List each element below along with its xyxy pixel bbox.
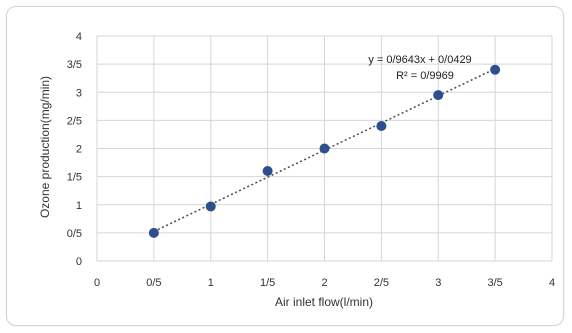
x-tick-label: 3/5 — [487, 277, 502, 289]
y-tick-label: 3/5 — [67, 59, 82, 71]
data-point — [205, 201, 216, 212]
x-axis-title: Air inlet flow(l/min) — [275, 295, 373, 309]
x-tick-label: 2/5 — [374, 277, 389, 289]
y-tick-label: 2 — [76, 144, 82, 156]
grid-lines — [96, 35, 553, 262]
y-tick-label: 1/5 — [67, 172, 82, 184]
y-tick-label: 4 — [76, 31, 82, 43]
data-point — [490, 64, 501, 75]
data-point — [376, 121, 387, 131]
trendline-equation: y = 0/9643x + 0/0429 — [368, 54, 471, 66]
y-axis-title: Ozone production(mg/min) — [38, 76, 52, 218]
data-points — [148, 64, 501, 238]
y-tick-label: 0 — [76, 256, 82, 268]
x-tick-label: 1 — [208, 277, 214, 289]
x-tick-label: 2 — [321, 277, 327, 289]
y-tick-label: 0/5 — [67, 228, 82, 240]
y-tick-labels: 0 0/5 1 1/5 2 2/5 3 3/5 4 — [67, 31, 82, 268]
x-tick-label: 0/5 — [146, 277, 161, 289]
y-tick-label: 1 — [76, 200, 82, 212]
data-point — [262, 166, 273, 176]
data-point — [433, 90, 444, 101]
x-tick-label: 0 — [94, 277, 100, 289]
y-tick-label: 3 — [76, 87, 82, 99]
data-point — [319, 143, 330, 154]
data-point — [148, 227, 159, 238]
x-tick-labels: 0 0/5 1 1/5 2 2/5 3 3/5 4 — [94, 277, 555, 289]
x-tick-label: 3 — [435, 277, 441, 289]
trendline-r-squared: R² = 0/9969 — [396, 70, 454, 82]
chart-card — [6, 6, 564, 326]
x-tick-label: 1/5 — [260, 277, 275, 289]
y-tick-label: 2/5 — [67, 115, 82, 127]
x-tick-label: 4 — [549, 277, 555, 289]
